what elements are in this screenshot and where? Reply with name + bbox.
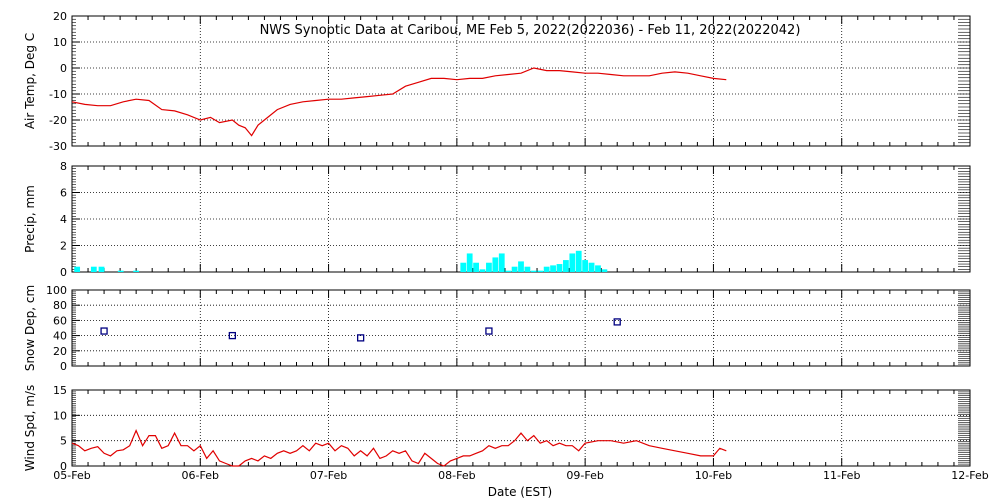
airtemp-y-tick-label: 20 <box>53 10 67 23</box>
windspd-frame <box>71 389 971 467</box>
precip-y-tick-label: 8 <box>60 160 67 173</box>
airtemp-y-tick-label: 0 <box>60 62 67 75</box>
x-axis-label: Date (EST) <box>488 485 552 499</box>
x-tick-label: 05-Feb <box>53 469 90 482</box>
precip-y-tick-label: 0 <box>60 266 67 279</box>
precip-y-tick-label: 4 <box>60 213 67 226</box>
precip-bar <box>505 270 512 272</box>
precip-frame <box>71 165 971 273</box>
precip-bar <box>90 266 97 272</box>
x-tick-label: 06-Feb <box>182 469 219 482</box>
precip-y-tick-label: 6 <box>60 187 67 200</box>
airtemp-y-tick-label: -10 <box>49 88 67 101</box>
snowdep-y-tick-label: 80 <box>53 299 67 312</box>
snowdep-panel: 0 20 40 60 80 100 Snow Dep, cm <box>23 284 971 373</box>
airtemp-y-tick-label: -20 <box>49 114 67 127</box>
precip-bar <box>575 250 582 272</box>
precip-bar <box>537 270 544 272</box>
precip-bar <box>563 260 569 272</box>
precip-bar <box>582 260 589 272</box>
airtemp-y-tick-label: -30 <box>49 140 67 153</box>
precip-bar <box>479 269 486 272</box>
windspd-series-line <box>71 428 727 467</box>
windspd-panel: 0 5 10 15 Wind Spd, m/s 05-Feb 06-Feb 07-Feb 08-… <box>23 384 989 482</box>
precip-bar <box>511 266 518 272</box>
snowdep-y-label: Snow Dep, cm <box>23 285 37 371</box>
precip-bar <box>543 266 550 272</box>
x-tick-label: 12-Feb <box>951 469 988 482</box>
panels: -30 -20 -10 0 10 20 Air Temp, Deg C 0 2 4 6 8 Precip… <box>23 10 989 482</box>
x-tick-label: 08-Feb <box>438 469 475 482</box>
airtemp-panel: -30 -20 -10 0 10 20 Air Temp, Deg C <box>23 10 971 153</box>
precip-bar <box>133 270 140 272</box>
precip-bar <box>492 257 499 272</box>
precip-bar <box>98 266 105 272</box>
precip-bar <box>460 262 467 272</box>
snowdep-y-tick-label: 60 <box>53 314 67 327</box>
precip-bar <box>588 262 595 272</box>
x-tick-label: 09-Feb <box>566 469 603 482</box>
precip-bar <box>595 265 601 272</box>
x-tick-label: 07-Feb <box>310 469 347 482</box>
precip-bar <box>556 264 563 272</box>
airtemp-y-label: Air Temp, Deg C <box>23 33 37 129</box>
snowdep-y-tick-label: 20 <box>53 345 67 358</box>
airtemp-y-tick-label: 10 <box>53 36 67 49</box>
precip-bar <box>486 262 492 272</box>
snowdep-point <box>613 318 621 326</box>
precip-bar <box>569 253 576 272</box>
x-tick-label: 11-Feb <box>823 469 860 482</box>
precip-bar <box>550 265 556 272</box>
snowdep-frame <box>71 289 971 367</box>
windspd-y-tick-label: 10 <box>53 409 67 422</box>
snowdep-y-tick-label: 100 <box>46 284 67 297</box>
precip-y-label: Precip, mm <box>23 185 37 253</box>
precip-bar <box>498 253 505 272</box>
precip-bar <box>530 270 537 272</box>
precip-y-tick-label: 2 <box>60 240 67 253</box>
snowdep-point <box>485 327 493 335</box>
precip-bar <box>518 261 524 272</box>
snowdep-point <box>356 334 365 342</box>
airtemp-series-line <box>71 67 727 137</box>
windspd-y-tick-label: 5 <box>60 435 67 448</box>
precip-bar <box>466 253 473 272</box>
windspd-y-label: Wind Spd, m/s <box>23 385 37 471</box>
x-tick-label: 10-Feb <box>695 469 732 482</box>
precip-bar <box>74 266 81 272</box>
snowdep-point <box>228 331 237 340</box>
precip-bar <box>473 262 479 272</box>
snowdep-point <box>100 327 108 335</box>
chart-title: NWS Synoptic Data at Caribou, ME Feb 5, … <box>260 23 801 38</box>
snowdep-y-tick-label: 40 <box>53 330 67 343</box>
precip-bar <box>117 270 124 272</box>
precip-panel: 0 2 4 6 8 Precip, mm <box>23 160 971 279</box>
precip-bar <box>524 266 531 272</box>
windspd-y-tick-label: 15 <box>53 384 67 397</box>
snowdep-y-tick-label: 0 <box>60 360 67 373</box>
windspd-y-tick-label: 0 <box>60 460 67 473</box>
precip-bar <box>601 269 608 272</box>
